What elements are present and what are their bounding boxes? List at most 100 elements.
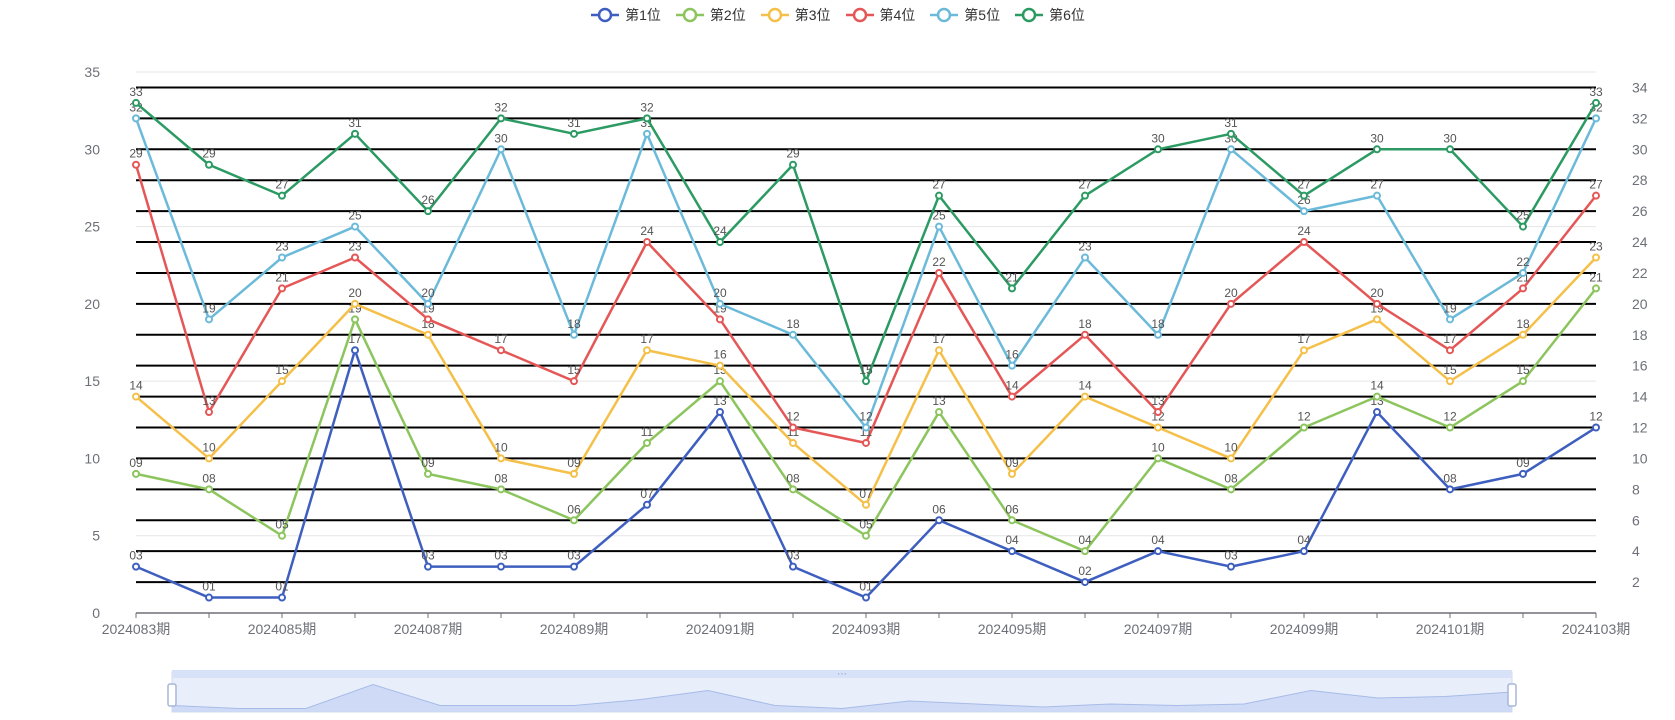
slider-right-handle[interactable] (1507, 683, 1517, 707)
data-label: 03 (129, 549, 143, 563)
data-label: 27 (1297, 178, 1311, 192)
data-label: 14 (1370, 379, 1384, 393)
data-label: 12 (1443, 410, 1457, 424)
data-label: 10 (202, 440, 216, 454)
y-tick-label: 25 (84, 219, 100, 235)
data-label: 14 (129, 379, 143, 393)
legend-label: 第2位 (709, 7, 746, 23)
legend-item-1[interactable]: 第1位 (590, 5, 661, 25)
data-label: 20 (713, 286, 727, 300)
data-point (862, 531, 870, 540)
data-point (1008, 547, 1016, 556)
data-point (1154, 330, 1162, 339)
legend-line-circle-icon (591, 7, 620, 23)
data-label: 21 (1589, 270, 1603, 284)
data-point (1300, 207, 1308, 216)
data-label: 13 (713, 394, 727, 408)
data-label: 09 (1516, 456, 1530, 470)
x-tick-label: 2024095期 (978, 621, 1047, 637)
legend-item-6[interactable]: 第6位 (1014, 5, 1085, 25)
legend-item-2[interactable]: 第2位 (675, 5, 746, 25)
data-label: 07 (859, 487, 873, 501)
data-label: 03 (421, 549, 435, 563)
data-point (1519, 268, 1527, 277)
data-point (862, 500, 870, 509)
data-label: 12 (1297, 410, 1311, 424)
data-label: 15 (1516, 363, 1530, 377)
y2-tick-label: 26 (1632, 203, 1648, 219)
data-point (1592, 423, 1600, 432)
data-point (132, 469, 140, 478)
data-label: 07 (640, 487, 654, 501)
data-point (278, 531, 286, 540)
data-point (789, 423, 797, 432)
series-3: 14 10 15 20 18 10 09 17 16 11 07 17 09 14 12 10 17 19 15 18… (129, 239, 1603, 509)
data-label: 04 (1297, 533, 1311, 547)
data-point (1592, 284, 1600, 293)
y2-tick-label: 20 (1632, 296, 1648, 312)
slider-drag-bar[interactable] (172, 670, 1512, 678)
y2-tick-label: 10 (1632, 450, 1648, 466)
data-point (789, 330, 797, 339)
data-point (935, 268, 943, 277)
data-point (1300, 191, 1308, 200)
data-label: 14 (1078, 379, 1092, 393)
data-label: 22 (1516, 255, 1530, 269)
data-point (789, 485, 797, 494)
data-point (862, 438, 870, 447)
data-point (1008, 284, 1016, 293)
data-point (570, 330, 578, 339)
y-tick-label: 5 (92, 528, 100, 544)
data-label: 08 (494, 471, 508, 485)
data-point (643, 238, 651, 247)
data-point (1446, 377, 1454, 386)
slider-left-handle[interactable] (167, 683, 177, 707)
data-label: 29 (129, 147, 143, 161)
series-4: 29 13 21 23 19 17 15 24 19 12 11 22 14 18 13 20 24 20 17 21… (129, 147, 1603, 447)
data-point (424, 469, 432, 478)
data-point (205, 315, 213, 324)
series-5: 32 19 23 25 20 30 18 31 20 18 12 25 16 23 18 30 26 27 19 22… (129, 100, 1603, 432)
data-zoom-slider: ⋯ (167, 669, 1517, 713)
y2-tick-label: 24 (1632, 234, 1648, 250)
chart-legend: 第1位 第2位 第3位 第4位 第5位 第6位 (0, 4, 1675, 26)
data-label: 15 (567, 363, 581, 377)
data-label: 27 (275, 178, 289, 192)
data-point (1519, 377, 1527, 386)
data-point (1008, 392, 1016, 401)
data-point (497, 454, 505, 463)
data-point (570, 129, 578, 138)
data-point (716, 377, 724, 386)
y-tick-label: 10 (84, 450, 100, 466)
data-point (789, 562, 797, 571)
data-point (716, 299, 724, 308)
y-tick-label: 15 (84, 373, 100, 389)
data-point (1154, 145, 1162, 154)
data-point (862, 593, 870, 602)
x-tick-label: 2024101期 (1416, 621, 1485, 637)
legend-item-3[interactable]: 第3位 (760, 5, 831, 25)
y2-tick-label: 22 (1632, 265, 1648, 281)
data-label: 12 (1589, 410, 1603, 424)
y-tick-label: 0 (92, 605, 100, 621)
data-point (205, 454, 213, 463)
legend-item-4[interactable]: 第4位 (845, 5, 915, 25)
data-label: 06 (932, 502, 946, 516)
data-label: 17 (932, 332, 946, 346)
data-label: 21 (1005, 270, 1019, 284)
data-label: 25 (1516, 209, 1530, 223)
data-point (205, 485, 213, 494)
data-point (497, 114, 505, 123)
data-point (1008, 516, 1016, 525)
data-point (351, 346, 359, 355)
data-point (1081, 392, 1089, 401)
data-point (1300, 238, 1308, 247)
data-label: 31 (567, 116, 581, 130)
y-tick-label: 35 (84, 64, 100, 80)
legend-item-5[interactable]: 第5位 (929, 5, 1000, 25)
data-point (1227, 562, 1235, 571)
data-point (716, 361, 724, 370)
data-label: 24 (713, 224, 727, 238)
data-point (570, 469, 578, 478)
data-label: 18 (1151, 317, 1165, 331)
